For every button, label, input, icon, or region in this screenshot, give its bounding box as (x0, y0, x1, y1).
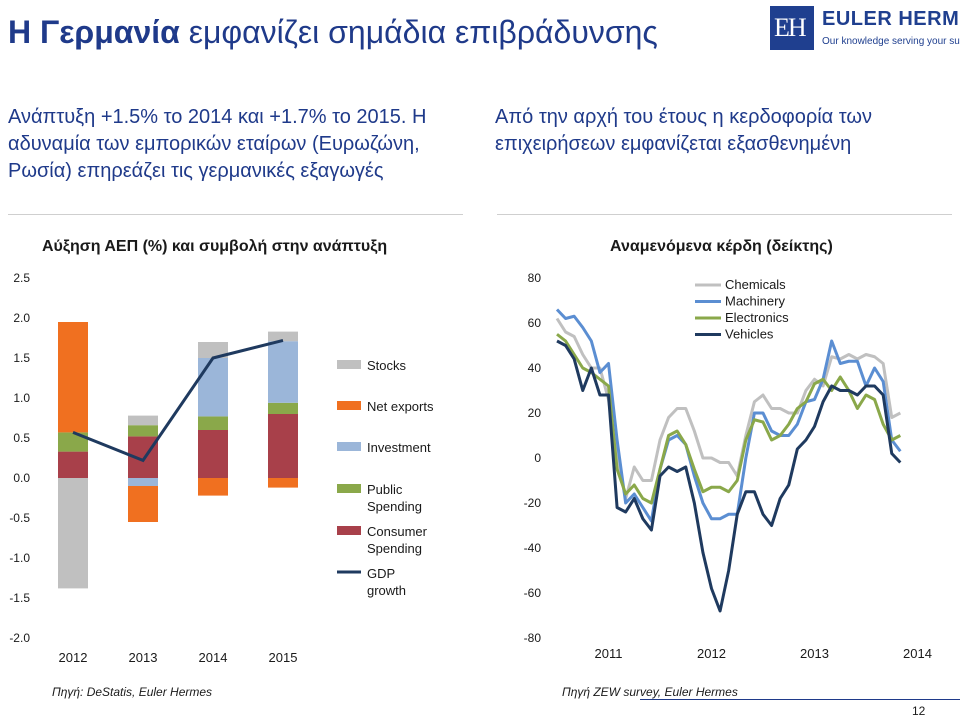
legend-label: Public Spending (367, 482, 422, 514)
left-source: Πηγή: DeStatis, Euler Hermes (52, 685, 213, 699)
bar-segment (58, 432, 88, 452)
y-tick-label: 0 (534, 451, 541, 465)
y-tick-label: 40 (528, 361, 542, 375)
x-tick-label: 2013 (800, 646, 829, 661)
legend-label: GDP growth (367, 566, 406, 598)
page-title: Η Γερμανία εμφανίζει σημάδια επιβράδυνση… (8, 14, 658, 50)
x-tick-label: 2012 (697, 646, 726, 661)
y-tick-label: 0.0 (13, 471, 30, 485)
bar-segment (268, 414, 298, 478)
x-tick-label: 2011 (595, 646, 623, 661)
bar-segment (128, 478, 158, 486)
bar-segment (58, 478, 88, 589)
y-tick-label: -20 (524, 496, 542, 510)
logo-tagline: Our knowledge serving your success (822, 36, 960, 47)
y-tick-label: -40 (524, 541, 542, 555)
series-line (555, 308, 902, 523)
euler-hermes-logo: EH EULER HERMES Our knowledge serving yo… (770, 6, 960, 54)
bar-segment (268, 341, 298, 403)
y-tick-label: 1.5 (13, 351, 30, 365)
y-tick-label: 0.5 (13, 431, 30, 445)
y-tick-label: -2.0 (9, 631, 30, 645)
y-tick-label: 2.0 (13, 311, 30, 325)
profits-chart-title: Αναμενόμενα κέρδη (δείκτης) (610, 238, 833, 255)
divider-left (8, 214, 463, 215)
y-tick-label: -0.5 (9, 511, 30, 525)
legend-label: Net exports (367, 399, 434, 414)
legend-label: Vehicles (725, 327, 774, 342)
x-tick-label: 2014 (903, 646, 932, 661)
series-line (556, 339, 902, 613)
gdp-growth-line (72, 338, 284, 463)
legend-label: Electronics (725, 310, 789, 325)
y-tick-label: -1.5 (9, 591, 30, 605)
right-source: Πηγή ZEW survey, Euler Hermes (562, 685, 738, 699)
legend-label: Investment (367, 440, 431, 455)
gdp-chart-title: Αύξηση ΑΕΠ (%) και συμβολή στην ανάπτυξη (42, 238, 388, 255)
bar-segment (268, 478, 298, 488)
y-tick-label: 2.5 (13, 271, 30, 285)
series-line (556, 333, 902, 505)
legend-swatch (337, 526, 361, 535)
right-commentary: Από την αρχή του έτους η κερδοφορία των … (495, 106, 873, 155)
y-tick-label: -1.0 (9, 551, 30, 565)
y-tick-label: 20 (528, 406, 542, 420)
legend-swatch (337, 401, 361, 410)
y-tick-label: -80 (524, 631, 542, 645)
divider-right (497, 214, 952, 215)
page-number: 12 (912, 704, 926, 718)
logo-name: EULER HERMES (822, 8, 960, 30)
bar-segment (268, 402, 298, 414)
bar-segment (198, 358, 228, 417)
legend-swatch (337, 360, 361, 369)
x-tick-label: 2015 (269, 650, 298, 665)
bar-segment (198, 430, 228, 478)
legend-label: Stocks (367, 358, 407, 373)
bar-segment (128, 425, 158, 437)
legend-swatch (337, 484, 361, 493)
bar-segment (198, 342, 228, 358)
legend-label: Machinery (725, 294, 785, 309)
bar-segment (198, 478, 228, 496)
y-tick-label: 60 (528, 316, 542, 330)
bar-segment (198, 416, 228, 430)
legend-label: Consumer Spending (367, 524, 428, 556)
bar-segment (128, 486, 158, 522)
bar-segment (58, 322, 88, 433)
expected-profits-chart: 80 60 40 20 0 -20 -40 -60 -80 2011 2012 2013 2014 Che… (524, 271, 932, 661)
y-tick-label: 80 (528, 271, 542, 285)
gdp-growth-chart: 2.5 2.0 1.5 1.0 0.5 0.0 -0.5 -1.0 -1.5 -2.0 2012 20… (9, 271, 434, 665)
bar-segment (128, 415, 158, 426)
logo-mark-icon: EH (770, 6, 814, 50)
footer-rule (640, 699, 960, 700)
x-tick-label: 2012 (59, 650, 88, 665)
legend-label: Chemicals (725, 277, 786, 292)
y-tick-label: -60 (524, 586, 542, 600)
x-tick-label: 2013 (129, 650, 158, 665)
left-commentary: Ανάπτυξη +1.5% το 2014 και +1.7% το 2015… (8, 106, 427, 182)
x-tick-label: 2014 (199, 650, 228, 665)
bar-segment (268, 331, 298, 342)
y-tick-label: 1.0 (13, 391, 30, 405)
bar-segment (58, 451, 88, 478)
legend-swatch (337, 442, 361, 451)
